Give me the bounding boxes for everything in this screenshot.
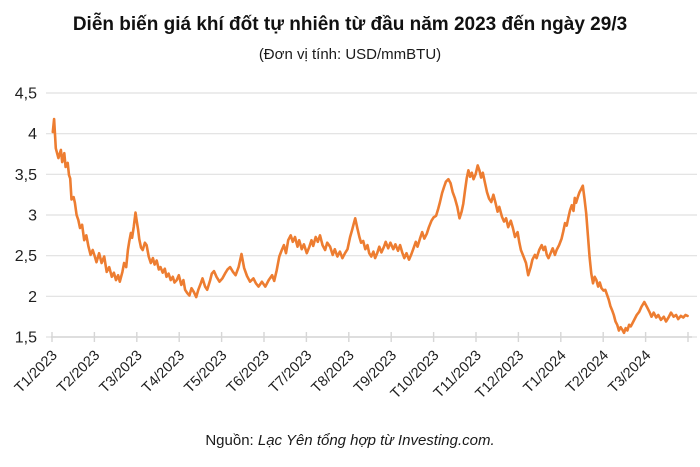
price-line xyxy=(51,117,689,335)
y-axis-tick-label: 3 xyxy=(28,208,37,225)
x-axis-tick-label: T1/2023 xyxy=(12,348,61,397)
y-axis-tick-label: 2,5 xyxy=(15,248,37,265)
y-axis-tick-label: 1,5 xyxy=(15,330,37,347)
x-axis-tick-label: T2/2024 xyxy=(563,348,612,397)
source-prefix: Nguồn: xyxy=(205,432,258,449)
source-caption: Nguồn: Lạc Yên tổng hợp từ Investing.com… xyxy=(0,432,700,449)
source-text: Lạc Yên tổng hợp từ Investing.com. xyxy=(257,432,495,449)
chart-title: Diễn biến giá khí đốt tự nhiên từ đầu nă… xyxy=(72,14,628,35)
y-axis-tick-label: 4 xyxy=(28,126,37,143)
y-axis-tick-label: 3,5 xyxy=(15,167,37,184)
chart-unit-subtitle: (Đơn vị tính: USD/mmBTU) xyxy=(258,46,442,63)
x-axis-tick-label: T8/2023 xyxy=(309,348,358,397)
x-axis-tick-label: T3/2024 xyxy=(605,348,654,397)
x-axis-tick-label: T7/2023 xyxy=(266,348,315,397)
x-axis-tick-label: T1/2024 xyxy=(521,348,570,397)
x-axis-tick-label: T5/2023 xyxy=(181,348,230,397)
x-axis-tick-label: T4/2023 xyxy=(139,348,188,397)
y-axis-tick-label: 2 xyxy=(28,289,37,306)
x-axis-tick-label: T6/2023 xyxy=(224,348,273,397)
y-axis-tick-label: 4,5 xyxy=(15,86,37,103)
x-axis-tick-label: T2/2023 xyxy=(54,348,103,397)
x-axis-tick-label: T3/2023 xyxy=(97,348,146,397)
